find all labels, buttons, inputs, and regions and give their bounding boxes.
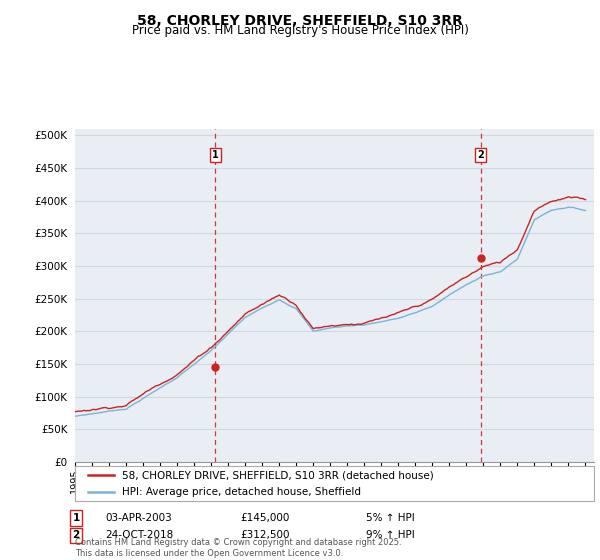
Text: Contains HM Land Registry data © Crown copyright and database right 2025.
This d: Contains HM Land Registry data © Crown c… — [75, 538, 401, 558]
Text: 5% ↑ HPI: 5% ↑ HPI — [366, 513, 415, 523]
Text: 9% ↑ HPI: 9% ↑ HPI — [366, 530, 415, 540]
Text: £145,000: £145,000 — [240, 513, 289, 523]
Text: 1: 1 — [212, 150, 219, 160]
Text: 58, CHORLEY DRIVE, SHEFFIELD, S10 3RR (detached house): 58, CHORLEY DRIVE, SHEFFIELD, S10 3RR (d… — [122, 470, 433, 480]
Text: 58, CHORLEY DRIVE, SHEFFIELD, S10 3RR: 58, CHORLEY DRIVE, SHEFFIELD, S10 3RR — [137, 14, 463, 28]
Text: 1: 1 — [73, 513, 80, 523]
Text: 2: 2 — [73, 530, 80, 540]
Text: Price paid vs. HM Land Registry's House Price Index (HPI): Price paid vs. HM Land Registry's House … — [131, 24, 469, 37]
Text: HPI: Average price, detached house, Sheffield: HPI: Average price, detached house, Shef… — [122, 487, 361, 497]
Text: 2: 2 — [477, 150, 484, 160]
Text: 03-APR-2003: 03-APR-2003 — [105, 513, 172, 523]
Text: £312,500: £312,500 — [240, 530, 290, 540]
Text: 24-OCT-2018: 24-OCT-2018 — [105, 530, 173, 540]
